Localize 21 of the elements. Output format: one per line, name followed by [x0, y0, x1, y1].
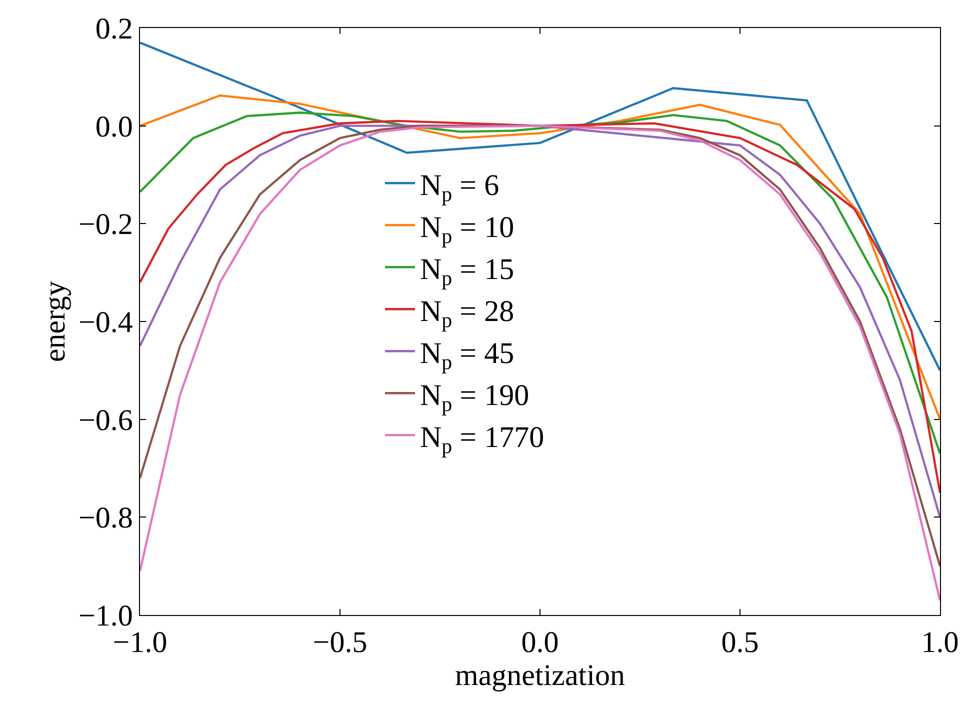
legend-label: N$_{p}$ = 45	[420, 336, 514, 374]
legend-label: N$_{p}$ = 6	[420, 168, 500, 206]
y-tick-label: −0.2	[78, 208, 133, 242]
x-tick-label: −0.5	[312, 626, 368, 660]
legend-label: N$_{p}$ = 28	[420, 294, 514, 332]
y-tick-label: 0.2	[95, 12, 133, 46]
y-tick-label: −0.8	[78, 502, 133, 535]
y-tick-label: −0.6	[78, 404, 133, 437]
x-tick-label: 0.5	[721, 626, 759, 660]
y-tick-label: −1.0	[78, 600, 133, 632]
legend-label: N$_{p}$ = 190	[420, 378, 530, 416]
y-axis-title: energy	[38, 280, 72, 362]
legend-label: N$_{p}$ = 10	[420, 210, 514, 248]
legend-label: N$_{p}$ = 15	[420, 252, 514, 290]
y-tick-label: −0.4	[78, 306, 133, 339]
line-series	[140, 42, 940, 372]
x-tick-label: 1.0	[921, 626, 959, 660]
x-axis-title: magnetization	[455, 659, 625, 692]
y-tick-label: 0.0	[95, 110, 133, 144]
x-tick-label: 0.0	[521, 626, 559, 660]
legend-label: N$_{p}$ = 1770	[420, 420, 544, 458]
